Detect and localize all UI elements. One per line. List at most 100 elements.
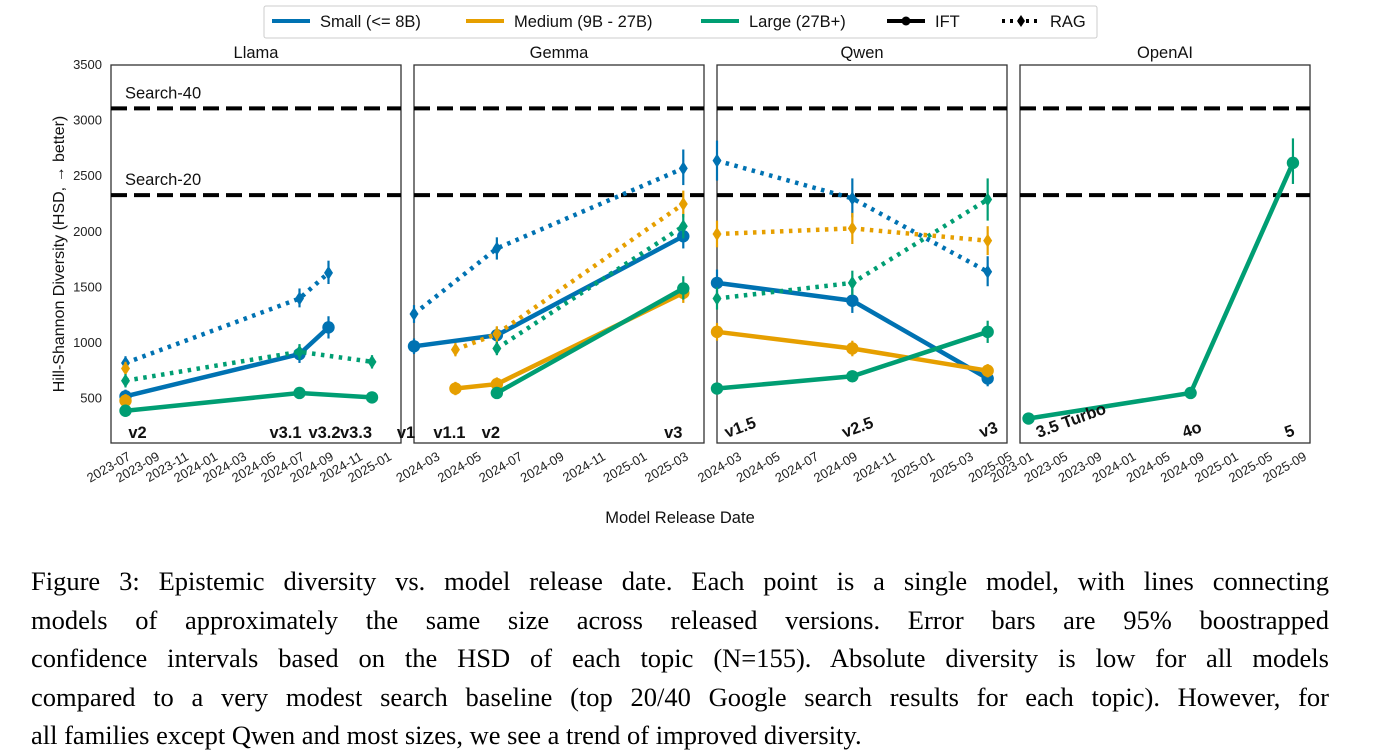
version-label: v3.2 <box>308 424 340 442</box>
series-large-ift <box>1022 138 1300 425</box>
data-point <box>846 342 859 355</box>
data-point <box>293 386 306 400</box>
data-point <box>407 340 421 353</box>
data-point <box>295 344 304 359</box>
x-tick-label: 2024-07 <box>476 449 525 486</box>
data-point <box>847 191 857 206</box>
panel-openai: OpenAI2023-012023-052023-092024-012024-0… <box>987 44 1311 485</box>
data-point <box>365 391 379 404</box>
x-tick-label: 2024-07 <box>772 449 821 486</box>
series-small-ift <box>710 269 994 387</box>
data-point <box>847 221 857 236</box>
x-tick-label: 2024-03 <box>393 449 442 486</box>
data-point <box>295 291 304 306</box>
legend-label: Small (<= 8B) <box>320 13 421 31</box>
data-point <box>846 370 859 383</box>
series-large-rag <box>121 344 377 388</box>
panels: Llama5001000150020002500300035002023-072… <box>73 44 1311 486</box>
y-tick-label: 500 <box>80 391 102 406</box>
series-large-ift <box>490 276 690 400</box>
legend-swatch-marker <box>901 16 911 26</box>
data-point <box>710 276 724 290</box>
data-point <box>710 382 724 395</box>
caption-line: Figure 3: Epistemic diversity vs. model … <box>31 566 1329 596</box>
data-point <box>981 364 994 377</box>
figure: Small (<= 8B) Medium (9B - 27B) Large (27B… <box>51 5 1311 527</box>
x-tick-label: 2024-05 <box>734 449 783 486</box>
legend: Small (<= 8B) Medium (9B - 27B) Large (27B… <box>263 5 1098 39</box>
x-tick-label: 2025-01 <box>601 449 650 486</box>
x-tick-label: 2025-03 <box>927 449 976 486</box>
panel-gemma: Gemma 2024-032024-052024-072024-092024-11… <box>393 44 705 486</box>
legend-entry: Large (27B+) <box>701 13 846 31</box>
data-point <box>409 307 419 322</box>
legend-entry: Small (<= 8B) <box>272 13 421 31</box>
data-point <box>492 241 502 256</box>
version-label: 4o <box>1180 418 1204 442</box>
data-point <box>449 382 462 395</box>
data-point <box>492 327 502 342</box>
data-point <box>492 341 502 356</box>
series-large-rag <box>492 213 688 356</box>
data-point <box>490 377 504 391</box>
series-small-rag <box>712 140 993 287</box>
data-point <box>678 196 688 211</box>
data-point <box>983 233 993 248</box>
panel-title: Gemma <box>530 44 590 62</box>
data-point <box>1286 156 1300 170</box>
figure-caption: Figure 3: Epistemic diversity vs. model … <box>31 562 1329 755</box>
version-label: v3 <box>664 424 682 442</box>
data-point <box>119 394 132 407</box>
legend-entry: Medium (9B - 27B) <box>466 13 652 31</box>
series-large-rag <box>712 178 993 310</box>
data-point <box>847 275 857 290</box>
data-point <box>846 294 859 307</box>
legend-entry: RAG <box>1002 13 1086 31</box>
version-label: v2 <box>128 424 146 442</box>
legend-label: IFT <box>935 13 960 31</box>
data-point <box>712 153 722 168</box>
data-point <box>119 404 132 417</box>
baseline-label: Search-40 <box>125 84 201 102</box>
series-medium-rag <box>450 190 688 357</box>
data-point <box>712 226 722 241</box>
legend-label: Medium (9B - 27B) <box>514 13 652 31</box>
y-tick-label: 1000 <box>73 335 102 350</box>
legend-label: RAG <box>1050 13 1086 31</box>
data-point <box>450 342 460 357</box>
y-axis-label: Hill-Shannon Diversity (HSD, → better) <box>51 116 68 393</box>
x-axis-label: Model Release Date <box>605 509 755 527</box>
data-point <box>121 361 130 376</box>
series-medium-rag <box>121 361 130 376</box>
version-label: v3.1 <box>269 424 301 442</box>
series-line <box>716 158 989 274</box>
caption-line: models of approximately the same size ac… <box>31 604 1329 635</box>
y-tick-label: 1500 <box>73 279 102 294</box>
panel-frame <box>413 64 705 444</box>
caption-line: all families except Qwen and most sizes,… <box>31 720 862 750</box>
y-tick-label: 3500 <box>73 57 102 72</box>
series-line <box>125 349 373 383</box>
panel-frame <box>110 64 402 444</box>
x-tick-label: 2024-09 <box>518 449 567 486</box>
version-label: v1 <box>397 424 415 442</box>
data-point <box>367 354 377 369</box>
baseline-label: Search-20 <box>125 171 201 189</box>
x-tick-label: 2024-11 <box>560 449 608 485</box>
data-point <box>712 291 722 306</box>
series-small-rag <box>409 149 688 323</box>
x-tick-label: 2024-09 <box>811 449 860 486</box>
y-tick-label: 2500 <box>73 168 102 183</box>
series-line <box>495 286 685 395</box>
data-point <box>322 321 335 334</box>
data-point <box>121 373 130 388</box>
legend-entry: IFT <box>887 13 960 31</box>
y-tick-label: 2000 <box>73 224 102 239</box>
data-point <box>983 264 993 279</box>
legend-label: Large (27B+) <box>749 13 846 31</box>
panel-title: Qwen <box>840 44 883 62</box>
data-point <box>1022 412 1035 425</box>
legend-swatch-marker <box>1017 15 1025 27</box>
caption-line: compared to a very modest search baselin… <box>31 681 1329 712</box>
data-point <box>324 265 333 280</box>
